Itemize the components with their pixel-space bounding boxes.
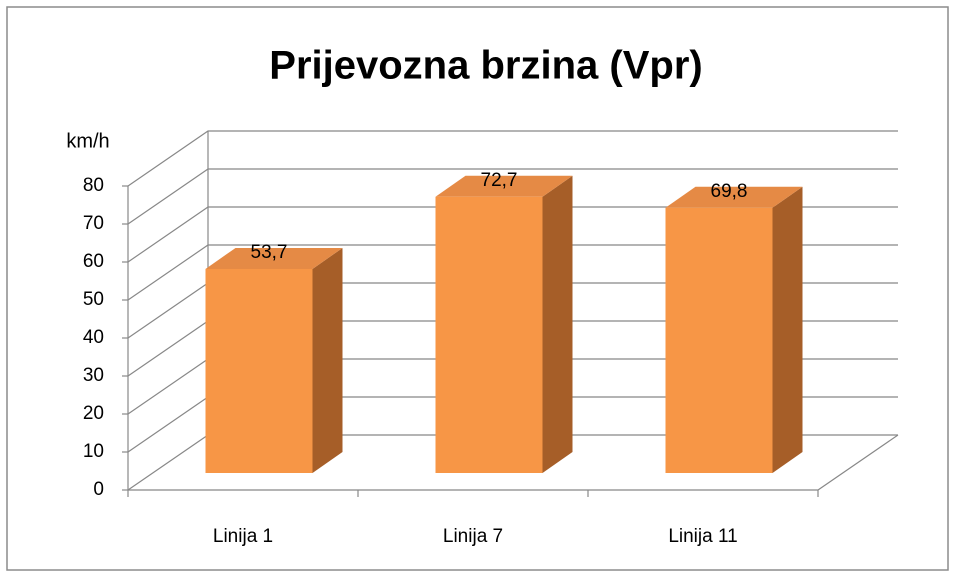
value-label: 69,8 — [711, 181, 748, 202]
y-tick-label: 10 — [83, 441, 104, 462]
x-tick-label: Linija 1 — [213, 526, 273, 547]
bar — [205, 268, 313, 473]
bar-side — [312, 247, 343, 473]
bar-top — [435, 175, 573, 197]
bar-top — [665, 186, 803, 208]
grid-line — [127, 130, 898, 187]
value-label: 53,7 — [251, 242, 288, 263]
y-tick-label: 60 — [83, 251, 104, 272]
grid-line — [127, 168, 898, 225]
bar-side — [542, 175, 573, 474]
y-tick-label: 80 — [83, 175, 104, 196]
bar-top — [205, 247, 343, 269]
x-tick-label: Linija 11 — [668, 526, 737, 547]
x-tick-label: Linija 7 — [443, 526, 503, 547]
y-tick-label: 70 — [83, 213, 104, 234]
y-tick-label: 20 — [83, 403, 104, 424]
chart-title: Prijevozna brzina (Vpr) — [269, 44, 702, 88]
bar — [435, 196, 543, 474]
value-label: 72,7 — [481, 170, 518, 191]
y-axis-label: km/h — [66, 130, 109, 152]
y-tick-label: 0 — [93, 479, 104, 500]
bar-side — [772, 186, 803, 473]
bar — [665, 207, 773, 473]
y-tick-label: 30 — [83, 365, 104, 386]
y-tick-label: 40 — [83, 327, 104, 348]
y-tick-label: 50 — [83, 289, 104, 310]
